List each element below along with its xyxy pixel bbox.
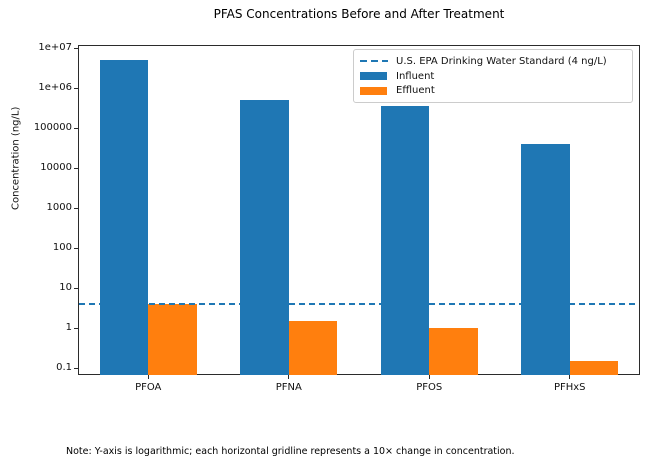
bar-influent-pfos <box>380 106 430 375</box>
legend-label-epa-standard: U.S. EPA Drinking Water Standard (4 ng/L… <box>396 55 607 67</box>
y-tick-label: 1000 <box>46 202 72 213</box>
y-tick-label: 100 <box>52 242 72 253</box>
legend-label-influent: Influent <box>396 70 435 82</box>
bar-effluent-pfos <box>429 328 478 375</box>
y-tick-label: 10 <box>59 282 72 293</box>
y-tick-mark <box>73 287 78 289</box>
footnote: Note: Y-axis is logarithmic; each horizo… <box>66 446 515 457</box>
y-tick-mark <box>73 87 78 89</box>
y-tick-label: 1e+07 <box>38 42 72 53</box>
y-tick-mark <box>73 127 78 129</box>
legend-item-effluent: Effluent <box>360 83 626 98</box>
bar-effluent-pfhxs <box>569 360 619 375</box>
x-tick-label: PFHxS <box>553 382 586 393</box>
bar-effluent-pfna <box>288 320 338 375</box>
legend-item-epa-standard: U.S. EPA Drinking Water Standard (4 ng/L… <box>360 54 626 69</box>
x-tick-mark <box>428 375 430 379</box>
bar-influent-pfna <box>240 100 289 375</box>
bar-influent-pfhxs <box>521 143 570 375</box>
x-tick-label: PFNA <box>275 382 302 393</box>
bar-effluent-pfoa <box>148 303 197 375</box>
y-tick-label: 0.1 <box>56 362 72 373</box>
legend-label-effluent: Effluent <box>396 85 435 97</box>
bar-influent-pfoa <box>99 60 149 375</box>
y-tick-mark <box>73 367 78 369</box>
x-tick-label: PFOS <box>416 382 443 393</box>
y-tick-mark <box>73 247 78 249</box>
y-tick-label: 100000 <box>33 122 72 133</box>
x-tick-mark <box>288 375 290 379</box>
y-tick-label: 1 <box>65 322 72 333</box>
x-tick-mark <box>147 375 149 379</box>
influent-swatch <box>360 72 387 80</box>
dashed-line-swatch <box>360 60 388 63</box>
y-tick-mark <box>73 167 78 169</box>
x-tick-mark <box>569 375 571 379</box>
x-tick-label: PFOA <box>135 382 162 393</box>
y-tick-mark <box>73 327 78 329</box>
legend-item-influent: Influent <box>360 69 626 84</box>
legend: U.S. EPA Drinking Water Standard (4 ng/L… <box>353 49 633 103</box>
y-tick-label: 10000 <box>40 162 72 173</box>
y-tick-mark <box>73 47 78 49</box>
epa-standard-line <box>79 302 639 305</box>
chart-title: PFAS Concentrations Before and After Tre… <box>213 7 505 21</box>
y-tick-label: 1e+06 <box>38 82 72 93</box>
y-tick-mark <box>73 207 78 209</box>
effluent-swatch <box>360 86 387 95</box>
